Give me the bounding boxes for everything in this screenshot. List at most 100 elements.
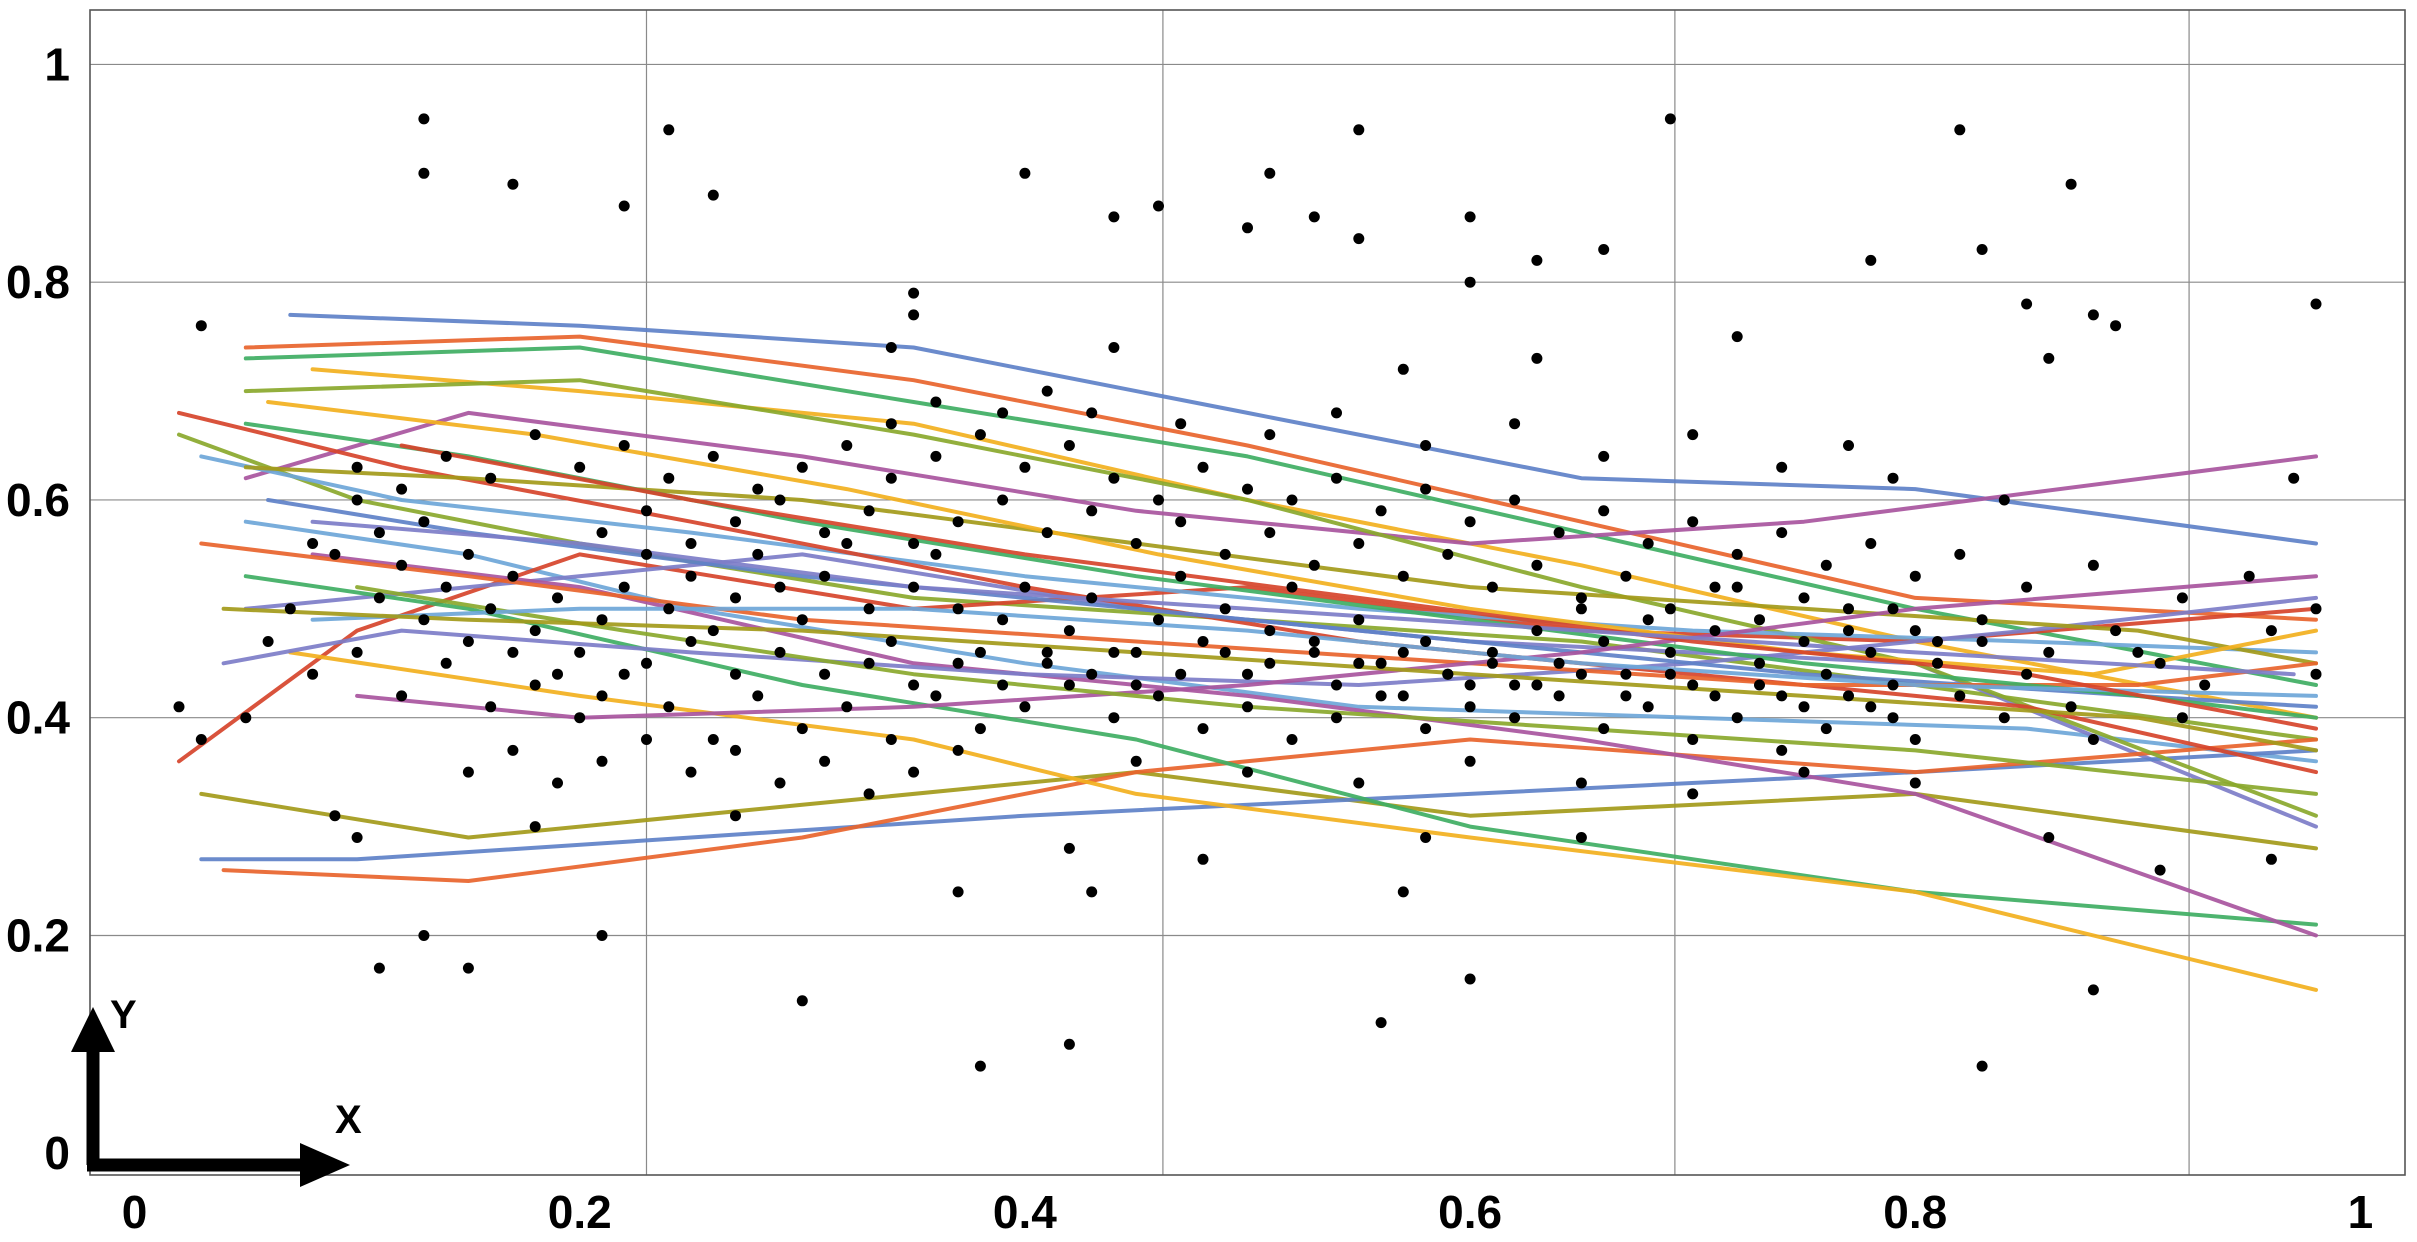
- scatter-point: [1019, 461, 1031, 473]
- scatter-point: [819, 527, 831, 539]
- scatter-point: [351, 494, 363, 506]
- scatter-point: [1308, 211, 1320, 223]
- scatter-point: [908, 766, 920, 778]
- scatter-point: [885, 418, 897, 430]
- scatter-point: [1954, 124, 1966, 136]
- scatter-point: [485, 472, 497, 484]
- scatter-point: [1063, 625, 1075, 637]
- scatter-point: [908, 309, 920, 321]
- scatter-point: [596, 755, 608, 767]
- scatter-point: [796, 614, 808, 626]
- scatter-point: [596, 614, 608, 626]
- scatter-point: [1197, 853, 1209, 865]
- scatter-point: [707, 189, 719, 201]
- scatter-point: [1709, 581, 1721, 593]
- scatter-point: [1932, 657, 1943, 669]
- scatter-point: [462, 548, 474, 560]
- scatter-point: [1887, 472, 1899, 484]
- scatter-point: [574, 646, 586, 658]
- scatter-point: [752, 548, 764, 560]
- scatter-point: [1509, 494, 1521, 506]
- scatter-point: [885, 636, 897, 647]
- scatter-point: [1843, 690, 1854, 702]
- scatter-point: [1308, 646, 1320, 658]
- scatter-point: [1086, 505, 1098, 517]
- scatter-point: [885, 342, 897, 353]
- scatter-point: [351, 646, 363, 658]
- scatter-point: [908, 538, 920, 549]
- scatter-point: [507, 744, 519, 756]
- scatter-point: [774, 581, 786, 593]
- scatter-point: [663, 124, 675, 136]
- scatter-point: [1464, 679, 1476, 691]
- scatter-point: [1620, 570, 1632, 582]
- scatter-point: [1108, 712, 1120, 724]
- scatter-point: [2265, 853, 2277, 865]
- scatter-point: [1575, 592, 1587, 604]
- scatter-point: [1687, 429, 1699, 441]
- scatter-point: [462, 766, 474, 778]
- scatter-point: [1820, 559, 1832, 571]
- scatter-point: [641, 657, 652, 669]
- scatter-point: [2132, 646, 2144, 658]
- scatter-point: [1219, 603, 1231, 615]
- scatter-point: [418, 167, 430, 179]
- scatter-point: [1464, 516, 1476, 528]
- scatter-point: [2154, 657, 2166, 669]
- scatter-point: [574, 461, 586, 473]
- scatter-point: [418, 930, 430, 941]
- scatter-point: [2310, 298, 2322, 310]
- scatter-point: [1642, 701, 1654, 713]
- scatter-point: [262, 636, 274, 647]
- scatter-point: [1575, 832, 1587, 843]
- scatter-point: [663, 472, 675, 484]
- scatter-point: [908, 679, 920, 691]
- scatter-point: [1909, 734, 1921, 745]
- series-line-24: [266, 400, 2318, 677]
- scatter-point: [1397, 886, 1409, 898]
- scatter-point: [841, 701, 853, 713]
- scatter-point: [329, 548, 341, 560]
- y-tick-label: 1: [44, 38, 70, 90]
- scatter-point: [1353, 777, 1365, 789]
- scatter-point: [2043, 352, 2055, 364]
- scatter-point: [1041, 646, 1053, 658]
- scatter-point: [1843, 440, 1854, 451]
- scatter-point: [1553, 657, 1565, 669]
- scatter-point: [1464, 211, 1476, 223]
- scatter-point: [351, 832, 363, 843]
- scatter-point: [1509, 418, 1521, 430]
- scatter-point: [663, 603, 675, 615]
- series-line-15: [310, 552, 2318, 938]
- scatter-point: [2087, 309, 2099, 321]
- scatter-point: [462, 962, 474, 974]
- y-tick-label: 0.2: [6, 909, 70, 961]
- scatter-point: [2065, 701, 2077, 713]
- scatter-point: [1575, 777, 1587, 789]
- scatter-point: [1486, 657, 1498, 669]
- scatter-point: [1664, 668, 1676, 680]
- scatter-point: [1509, 712, 1521, 724]
- plot-frame: [89, 9, 2406, 1176]
- scatter-point: [796, 723, 808, 735]
- scatter-point: [1130, 679, 1142, 691]
- scatter-point: [707, 450, 719, 462]
- scatter-point: [440, 581, 452, 593]
- scatter-point: [1219, 646, 1231, 658]
- scatter-point: [1041, 527, 1053, 539]
- scatter-point: [997, 407, 1009, 419]
- scatter-point: [1754, 657, 1765, 669]
- scatter-point: [1130, 538, 1142, 549]
- scatter-point: [1130, 646, 1142, 658]
- scatter-point: [774, 777, 786, 789]
- scatter-point: [952, 657, 964, 669]
- scatter-point: [529, 821, 541, 833]
- scatter-point: [1242, 701, 1253, 713]
- scatter-point: [1397, 570, 1409, 582]
- scatter-point: [396, 690, 408, 702]
- scatter-point: [1353, 233, 1365, 245]
- scatter-point: [1086, 886, 1098, 898]
- scatter-point: [1264, 167, 1276, 179]
- scatter-point: [1531, 254, 1543, 266]
